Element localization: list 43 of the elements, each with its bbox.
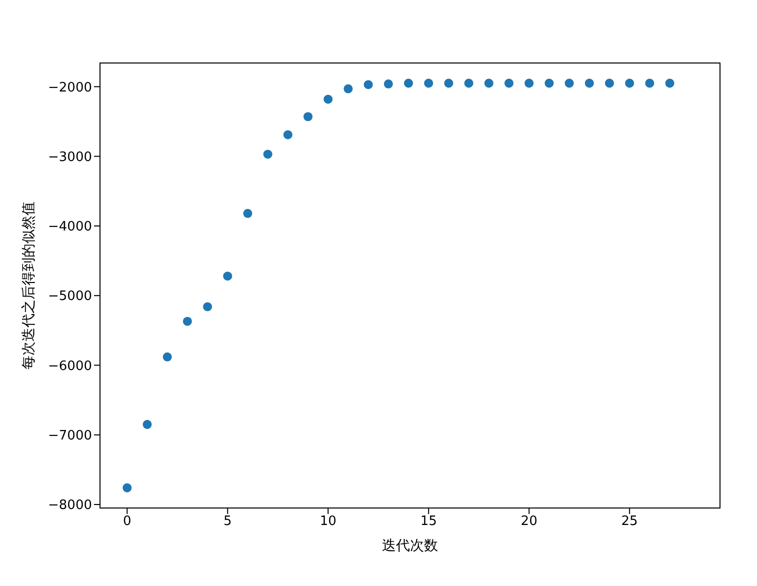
y-tick-label: −2000 (48, 80, 92, 96)
y-tick-label: −4000 (48, 220, 92, 235)
point (142, 420, 152, 429)
point (303, 112, 313, 122)
point (584, 78, 594, 88)
point (524, 78, 534, 88)
point (625, 78, 634, 88)
point (484, 78, 494, 88)
point (504, 78, 514, 88)
y-tick-label: −6000 (48, 358, 92, 374)
point (243, 208, 252, 218)
point (182, 316, 192, 326)
y-tick-label: −3000 (48, 150, 92, 165)
point (324, 94, 333, 104)
point (564, 78, 574, 88)
y-tick-label: −7000 (48, 428, 92, 444)
x-tick-label: 10 (320, 514, 336, 530)
point (344, 84, 353, 94)
point (665, 78, 674, 88)
x-tick-label: 25 (621, 514, 638, 530)
x-tick-label: 20 (520, 514, 538, 530)
point (464, 78, 474, 88)
point (162, 352, 172, 362)
y-axis-title: 每次迭代之后得到的似然值 (20, 202, 37, 370)
point (283, 130, 292, 140)
point (645, 78, 654, 88)
point (444, 78, 454, 88)
point (544, 78, 554, 88)
y-tick-label: −5000 (48, 289, 92, 304)
point (384, 79, 393, 88)
point (263, 150, 272, 159)
point (424, 78, 434, 88)
point (404, 78, 414, 88)
x-axis-title: 迭代次数 (382, 538, 438, 554)
point (364, 80, 373, 90)
x-tick-label: 15 (420, 514, 437, 530)
y-tick-label: −8000 (48, 498, 92, 514)
x-tick-label: 0 (122, 514, 132, 530)
x-tick-label: 5 (223, 514, 232, 530)
point (122, 483, 132, 492)
point (223, 272, 232, 281)
point (203, 302, 212, 312)
point (604, 78, 614, 88)
